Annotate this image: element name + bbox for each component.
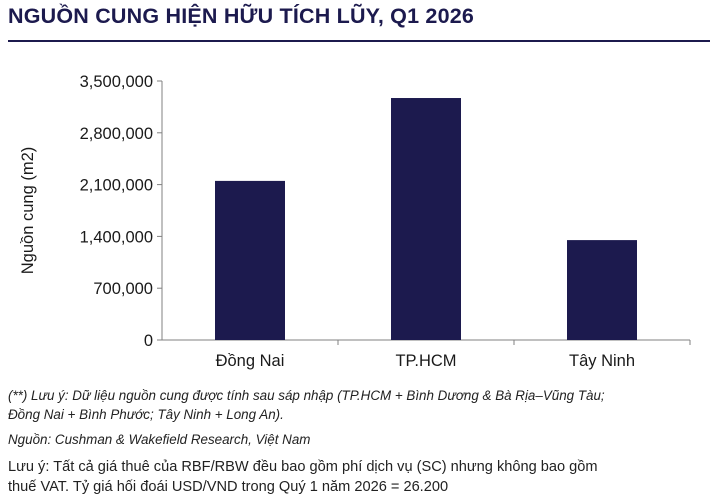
y-tick-label: 700,000: [93, 280, 153, 298]
rent-note-line-1: Lưu ý: Tất cả giá thuê của RBF/RBW đều b…: [8, 459, 598, 475]
merger-note-line-1: (**) Lưu ý: Dữ liệu nguồn cung được tính…: [8, 388, 605, 403]
x-category-label: Tây Ninh: [569, 352, 635, 370]
supply-bar-chart: 0 700,000 1,400,000 2,100,000 2,800,000 3,500…: [19, 73, 691, 370]
y-tick-label: 2,100,000: [80, 177, 153, 195]
x-category-label: TP.HCM: [395, 352, 456, 370]
title-divider: [8, 40, 710, 42]
bar-1: [215, 180, 285, 340]
y-tick-label: 2,800,000: [80, 125, 153, 143]
page-title: NGUỒN CUNG HIỆN HỮU TÍCH LŨY, Q1 2026: [8, 4, 475, 28]
bar-3: [567, 240, 637, 340]
bar-2: [391, 98, 461, 340]
y-tick-label: 1,400,000: [80, 228, 153, 246]
y-tick-label: 3,500,000: [80, 73, 153, 91]
y-axis-title: Nguồn cung (m2): [19, 147, 37, 274]
x-category-label: Đồng Nai: [216, 352, 285, 370]
merger-note-line-2: Đồng Nai + Bình Phước; Tây Ninh + Long A…: [8, 407, 284, 422]
source-note: Nguồn: Cushman & Wakefield Research, Việ…: [8, 432, 311, 447]
rent-note-line-2: thuế VAT. Tỷ giá hối đoái USD/VND trong …: [8, 479, 449, 495]
y-tick-label: 0: [144, 332, 153, 350]
